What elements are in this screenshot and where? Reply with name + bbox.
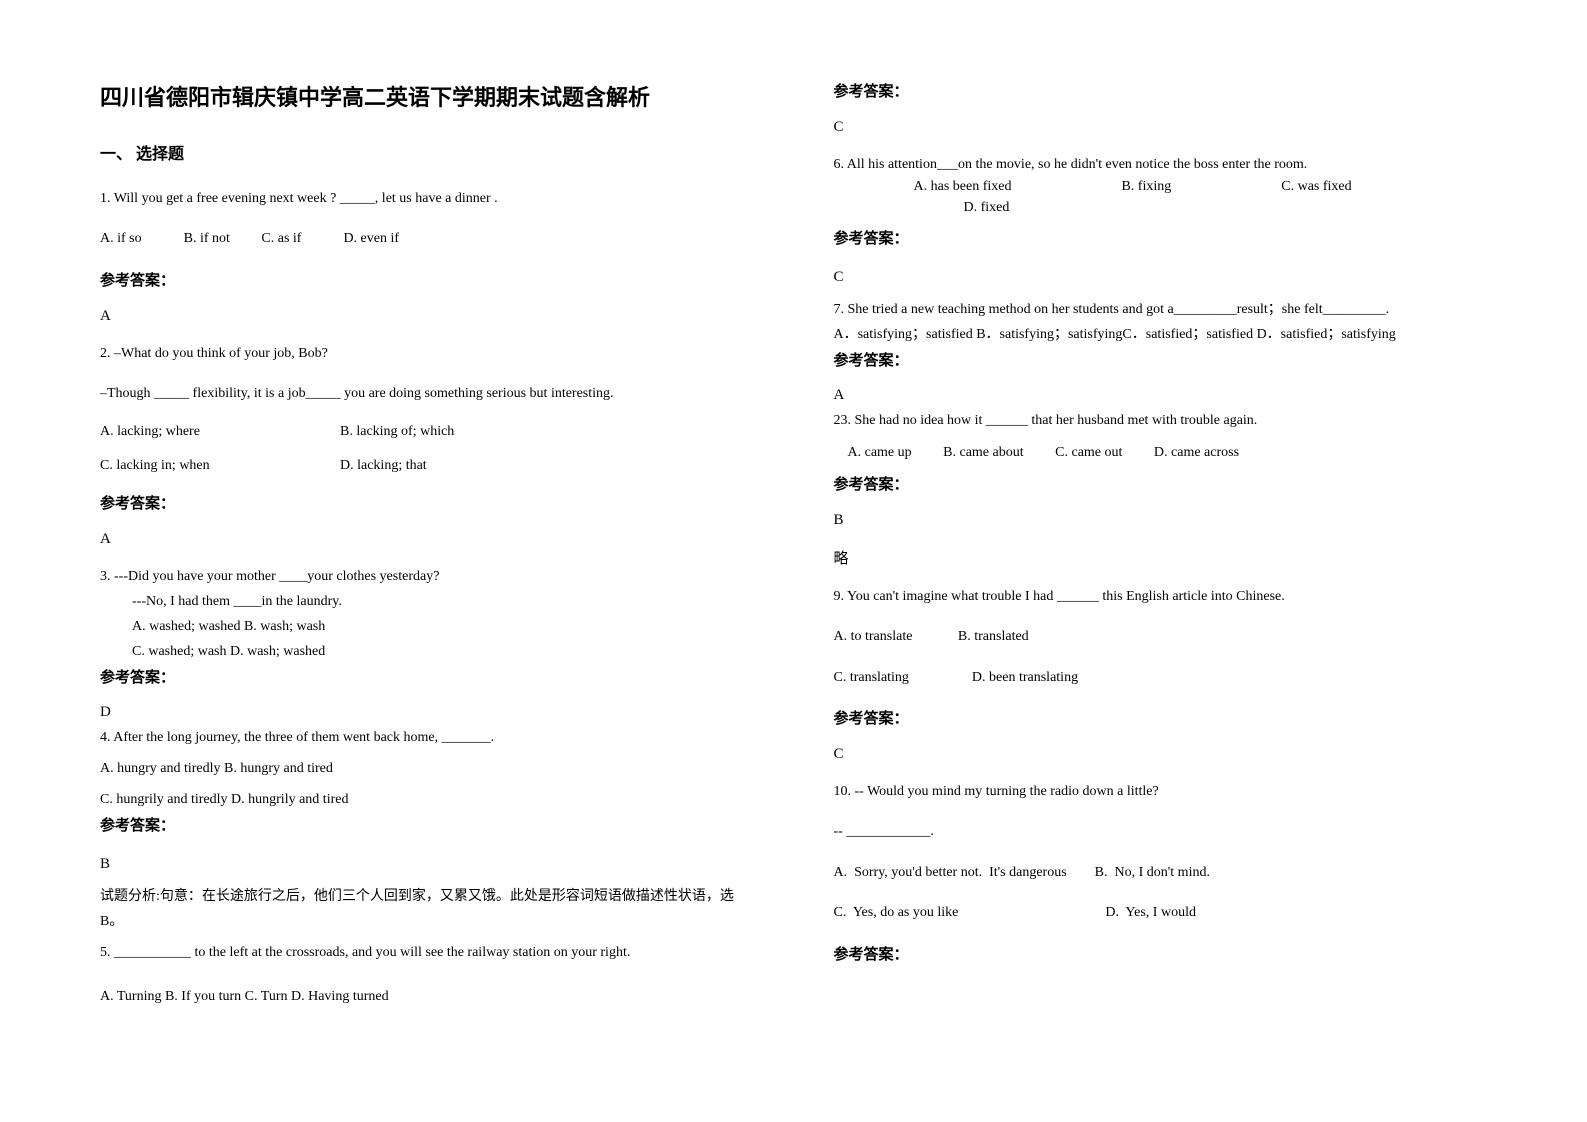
question-8: 23. She had no idea how it ______ that h…	[834, 410, 1488, 432]
q2-opt-c: C. lacking in; when	[100, 458, 340, 474]
q8-opt-b: B. came about	[943, 445, 1023, 461]
question-1: 1. Will you get a free evening next week…	[100, 188, 754, 210]
question-1-options: A. if so B. if not C. as if D. even if	[100, 228, 754, 250]
question-5-options: A. Turning B. If you turn C. Turn D. Hav…	[100, 986, 754, 1008]
question-7: 7. She tried a new teaching method on he…	[834, 299, 1488, 320]
question-3: 3. ---Did you have your mother ____your …	[100, 566, 754, 587]
answer-label-10: 参考答案：	[834, 943, 1488, 964]
question-2: 2. –What do you think of your job, Bob?	[100, 343, 754, 365]
answer-label-1: 参考答案：	[100, 269, 754, 290]
answer-5: C	[834, 119, 1488, 136]
answer-label-6: 参考答案：	[834, 227, 1488, 248]
analysis-4: 试题分析:句意：在长途旅行之后，他们三个人回到家，又累又饿。此处是形容词短语做描…	[100, 884, 754, 934]
question-9: 9. You can't imagine what trouble I had …	[834, 586, 1488, 608]
question-7-options: A．satisfying；satisfied B．satisfying；sati…	[834, 324, 1488, 345]
section-heading: 一、 选择题	[100, 140, 754, 164]
q8-opt-a: A. came up	[848, 445, 912, 461]
answer-1: A	[100, 308, 754, 325]
q3-opts-cd: C. washed; wash D. wash; washed	[100, 641, 754, 662]
document-title: 四川省德阳市辑庆镇中学高二英语下学期期末试题含解析	[100, 80, 754, 112]
q6-opt-d: D. fixed	[834, 197, 1488, 219]
q9-opts-ab: A. to translate B. translated	[834, 626, 1488, 648]
right-column: 参考答案： C 6. All his attention___on the mo…	[794, 80, 1488, 1082]
answer-6: C	[834, 266, 1488, 289]
answer-9: C	[834, 746, 1488, 763]
question-2-options-row1: A. lacking; where B. lacking of; which	[100, 424, 754, 440]
answer-label-3: 参考答案：	[100, 666, 754, 687]
q2-opt-a: A. lacking; where	[100, 424, 340, 440]
question-10: 10. -- Would you mind my turning the rad…	[834, 781, 1488, 803]
answer-3: D	[100, 701, 754, 724]
q6-opts-row1: A. has been fixed B. fixing C. was fixed	[834, 179, 1488, 195]
answer-label-9: 参考答案：	[834, 707, 1488, 728]
answer-label-5: 参考答案：	[834, 80, 1488, 101]
answer-2: A	[100, 531, 754, 548]
answer-4: B	[100, 853, 754, 876]
q8-opt-c: C. came out	[1055, 445, 1122, 461]
question-2-line2: –Though _____ flexibility, it is a job__…	[100, 383, 754, 405]
q10-opts-cd: C. Yes, do as you like D. Yes, I would	[834, 902, 1488, 924]
answer-label-7: 参考答案：	[834, 349, 1488, 370]
q8-opts: A. came up B. came about C. came out D. …	[834, 445, 1488, 461]
q3-opts-ab: A. washed; washed B. wash; wash	[100, 616, 754, 637]
question-4: 4. After the long journey, the three of …	[100, 727, 754, 748]
q4-opts-ab: A. hungry and tiredly B. hungry and tire…	[100, 758, 754, 779]
answer-8-lue: 略	[834, 547, 1488, 568]
answer-label-2: 参考答案：	[100, 492, 754, 513]
q6-opt-b: B. fixing	[1121, 179, 1171, 195]
question-2-options-row2: C. lacking in; when D. lacking; that	[100, 458, 754, 474]
question-5: 5. ___________ to the left at the crossr…	[100, 942, 754, 964]
question-10-line2: -- ____________.	[834, 821, 1488, 843]
q2-opt-b: B. lacking of; which	[340, 424, 454, 440]
q6-opt-a: A. has been fixed	[914, 179, 1012, 195]
question-3-line2: ---No, I had them ____in the laundry.	[100, 591, 754, 612]
q2-opt-d: D. lacking; that	[340, 458, 427, 474]
q9-opts-cd: C. translating D. been translating	[834, 667, 1488, 689]
answer-8: B	[834, 512, 1488, 529]
q6-opt-c: C. was fixed	[1281, 179, 1351, 195]
answer-label-4: 参考答案：	[100, 814, 754, 835]
answer-7: A	[834, 384, 1488, 407]
q4-opts-cd: C. hungrily and tiredly D. hungrily and …	[100, 789, 754, 810]
left-column: 四川省德阳市辑庆镇中学高二英语下学期期末试题含解析 一、 选择题 1. Will…	[100, 80, 794, 1082]
question-6: 6. All his attention___on the movie, so …	[834, 154, 1488, 175]
q10-opts-ab: A. Sorry, you'd better not. It's dangero…	[834, 862, 1488, 884]
answer-label-8: 参考答案：	[834, 473, 1488, 494]
q8-opt-d: D. came across	[1154, 445, 1239, 461]
